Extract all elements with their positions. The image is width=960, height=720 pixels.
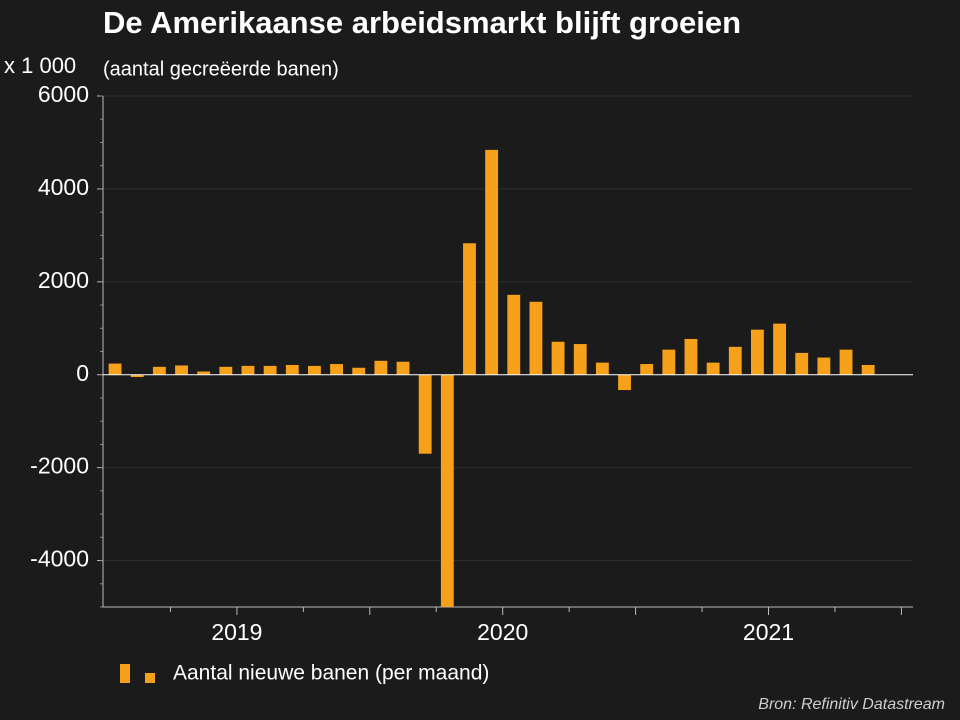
source: Bron: Refinitiv Datastream	[758, 696, 945, 713]
bar	[573, 344, 587, 375]
bar	[108, 363, 122, 375]
bar	[728, 346, 742, 375]
bar	[861, 364, 875, 375]
bar	[175, 365, 188, 375]
bar	[662, 349, 676, 375]
bar	[418, 374, 432, 454]
bar	[285, 364, 299, 375]
y-tick-label: 0	[76, 360, 89, 386]
x-tick-label: 2021	[743, 619, 794, 645]
bar	[374, 360, 388, 375]
bar	[618, 374, 631, 391]
bar	[507, 294, 521, 375]
bar	[396, 361, 410, 375]
x-tick-label: 2019	[211, 619, 262, 645]
y-tick-label: 6000	[38, 81, 89, 107]
y-tick-label: -2000	[30, 453, 89, 479]
bar	[595, 362, 609, 375]
bar	[817, 357, 831, 375]
bar	[241, 365, 255, 375]
bar	[795, 352, 809, 375]
bar	[706, 362, 720, 375]
bar	[152, 366, 166, 375]
bar	[130, 374, 144, 378]
y-tick-label: -4000	[30, 546, 89, 572]
y-tick-label: 4000	[38, 174, 89, 200]
bar	[197, 371, 211, 375]
bar	[485, 149, 499, 375]
bar	[529, 301, 543, 375]
chart-title: De Amerikaanse arbeidsmarkt blijft groei…	[103, 5, 741, 40]
bar	[352, 367, 366, 375]
x-tick-label: 2020	[477, 619, 528, 645]
chart-subtitle: (aantal gecreëerde banen)	[103, 58, 339, 80]
bar	[773, 323, 786, 375]
legend-label: Aantal nieuwe banen (per maand)	[173, 662, 489, 685]
bar	[463, 243, 476, 375]
bar	[440, 374, 454, 607]
y-unit-label: x 1 000	[4, 53, 76, 78]
bar	[308, 365, 321, 375]
bar	[839, 349, 853, 375]
bar	[751, 329, 764, 375]
bar	[263, 365, 277, 375]
bar	[684, 338, 698, 375]
bar	[640, 364, 654, 375]
bar	[551, 341, 565, 375]
bar	[219, 366, 233, 375]
legend-swatch	[120, 664, 130, 683]
legend-swatch	[145, 673, 155, 683]
bar	[330, 364, 343, 375]
y-tick-label: 2000	[38, 267, 89, 293]
